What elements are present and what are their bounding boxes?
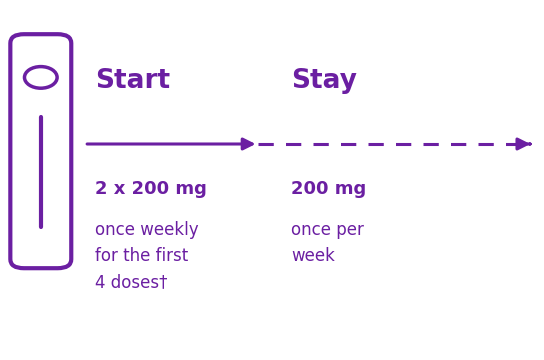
Text: 200 mg: 200 mg xyxy=(291,180,366,198)
Text: Start: Start xyxy=(95,68,170,94)
Text: once per
week: once per week xyxy=(291,221,364,265)
Text: Stay: Stay xyxy=(291,68,357,94)
FancyBboxPatch shape xyxy=(10,34,71,268)
Text: 2 x 200 mg: 2 x 200 mg xyxy=(95,180,207,198)
Circle shape xyxy=(24,67,57,88)
Text: once weekly
for the first
4 doses†: once weekly for the first 4 doses† xyxy=(95,221,199,291)
